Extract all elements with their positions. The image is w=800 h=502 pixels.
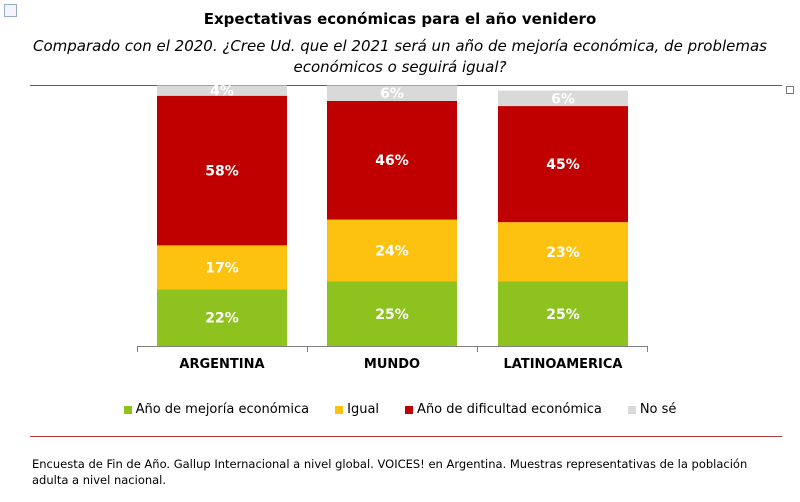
bar-latinoamerica-igual [498,222,628,282]
bar-mundo-ano-de-mejoria-economica [327,281,457,346]
bar-argentina-no-se [157,85,287,96]
data-label-mundo-ano-de-dificultad-economica: 46% [375,153,409,169]
data-label-mundo-no-se: 6% [380,86,404,102]
bar-mundo-no-se [327,85,457,101]
data-label-latinoamerica-ano-de-dificultad-economica: 45% [546,157,580,173]
data-label-argentina-ano-de-mejoria-economica: 22% [205,311,239,327]
bar-argentina-ano-de-dificultad-economica [157,95,287,246]
data-label-argentina-igual: 17% [205,260,239,276]
bar-argentina-igual [157,245,287,290]
legend-label: Año de dificultad económica [417,402,602,417]
data-label-mundo-igual: 24% [375,244,409,260]
footer-divider [30,436,782,437]
legend-item-igual: Igual [335,402,379,417]
bar-latinoamerica-ano-de-mejoria-economica [498,281,628,346]
chart-title: Expectativas económicas para el año veni… [203,10,597,28]
category-label-latinoamerica: LATINOAMERICA [504,357,623,372]
move-handle-icon[interactable] [4,4,17,17]
data-label-argentina-no-se: 4% [210,84,234,100]
bar-latinoamerica-no-se [498,90,628,107]
stacked-bar-chart: 22% 17% 58% 4% ARGENTINA 25% 24% 46% 6% MUNDO 25% 2… [137,84,648,372]
category-label-mundo: MUNDO [364,357,420,372]
chart-subtitle: Comparado con el 2020. ¿Cree Ud. que el … [33,37,767,76]
legend-swatch [123,405,132,414]
bar-argentina-ano-de-mejoria-economica [157,289,287,346]
source-note: Encuesta de Fin de Año. Gallup Internaci… [32,457,748,487]
data-label-latinoamerica-no-se: 6% [551,91,575,107]
data-label-latinoamerica-ano-de-mejoria-economica: 25% [546,307,580,323]
legend-label: No sé [639,402,677,417]
legend-swatch [627,405,636,414]
legend-label: Año de mejoría económica [135,402,310,417]
data-label-argentina-ano-de-dificultad-economica: 58% [205,164,239,180]
legend-item-ano-de-mejoria-economica: Año de mejoría económica [123,402,310,417]
legend-swatch [335,405,344,414]
bar-mundo-ano-de-dificultad-economica [327,100,457,220]
bar-mundo-igual [327,219,457,282]
legend-item-no-se: No sé [627,402,677,417]
data-label-latinoamerica-igual: 23% [546,245,580,261]
chart-legend: Año de mejoría económica Igual Año de difi… [0,402,800,417]
legend-swatch [405,405,414,414]
bar-latinoamerica-ano-de-dificultad-economica [498,106,628,223]
legend-item-ano-de-dificultad-economica: Año de dificultad económica [405,402,602,417]
category-label-argentina: ARGENTINA [179,357,264,372]
data-label-mundo-ano-de-mejoria-economica: 25% [375,307,409,323]
resize-handle-icon[interactable] [786,86,794,94]
legend-label: Igual [347,402,380,417]
